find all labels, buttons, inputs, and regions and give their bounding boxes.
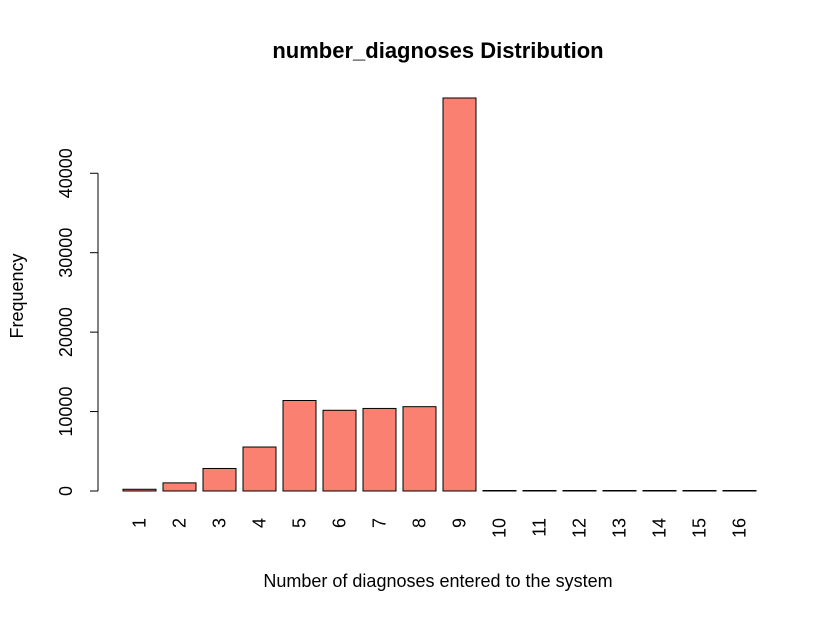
- bar-1: [122, 488, 157, 492]
- bar-13: [602, 490, 637, 492]
- chart-title: number_diagnoses Distribution: [272, 38, 603, 63]
- y-tick-label: 20000: [56, 307, 76, 357]
- x-tick-label: 15: [690, 518, 710, 538]
- x-tick-label: 7: [370, 518, 390, 528]
- x-tick-label: 3: [210, 518, 230, 528]
- x-tick-label: 13: [610, 518, 630, 538]
- bar-7: [362, 407, 397, 492]
- x-tick-label: 2: [170, 518, 190, 528]
- bar-12: [562, 490, 597, 492]
- x-axis-label: Number of diagnoses entered to the syste…: [263, 571, 612, 591]
- bar-15: [682, 490, 717, 492]
- x-tick-label: 14: [650, 518, 670, 538]
- bar-10: [482, 490, 517, 492]
- bar-2: [162, 482, 197, 492]
- x-tick-labels: 1 2 3 4 5 6 7 8 9 10 11 12 13 14 15 16: [130, 518, 750, 538]
- bars-group: [122, 97, 757, 492]
- x-tick-label: 6: [330, 518, 350, 528]
- bar-16: [722, 490, 757, 492]
- x-tick-label: 8: [410, 518, 430, 528]
- x-tick-label: 11: [530, 518, 550, 537]
- bar-14: [642, 490, 677, 492]
- bar-11: [522, 490, 557, 492]
- x-tick-label: 5: [290, 518, 310, 528]
- y-axis: 0 10000 20000 30000 40000: [56, 148, 99, 496]
- y-axis-label: Frequency: [7, 253, 27, 338]
- x-tick-label: 9: [450, 518, 470, 528]
- bar-6: [322, 409, 357, 492]
- y-tick-label: 40000: [56, 148, 76, 198]
- x-tick-label: 16: [730, 518, 750, 538]
- x-tick-label: 10: [490, 518, 510, 538]
- bar-5: [282, 399, 317, 492]
- y-tick-label: 10000: [56, 387, 76, 437]
- bar-8: [402, 406, 437, 492]
- bar-3: [202, 467, 237, 492]
- y-tick-label: 30000: [56, 228, 76, 278]
- bar-9: [442, 97, 477, 492]
- x-tick-label: 1: [130, 518, 150, 528]
- y-tick-label: 0: [56, 486, 76, 496]
- x-tick-label: 4: [250, 518, 270, 528]
- bar-4: [242, 446, 277, 492]
- x-tick-label: 12: [570, 518, 590, 538]
